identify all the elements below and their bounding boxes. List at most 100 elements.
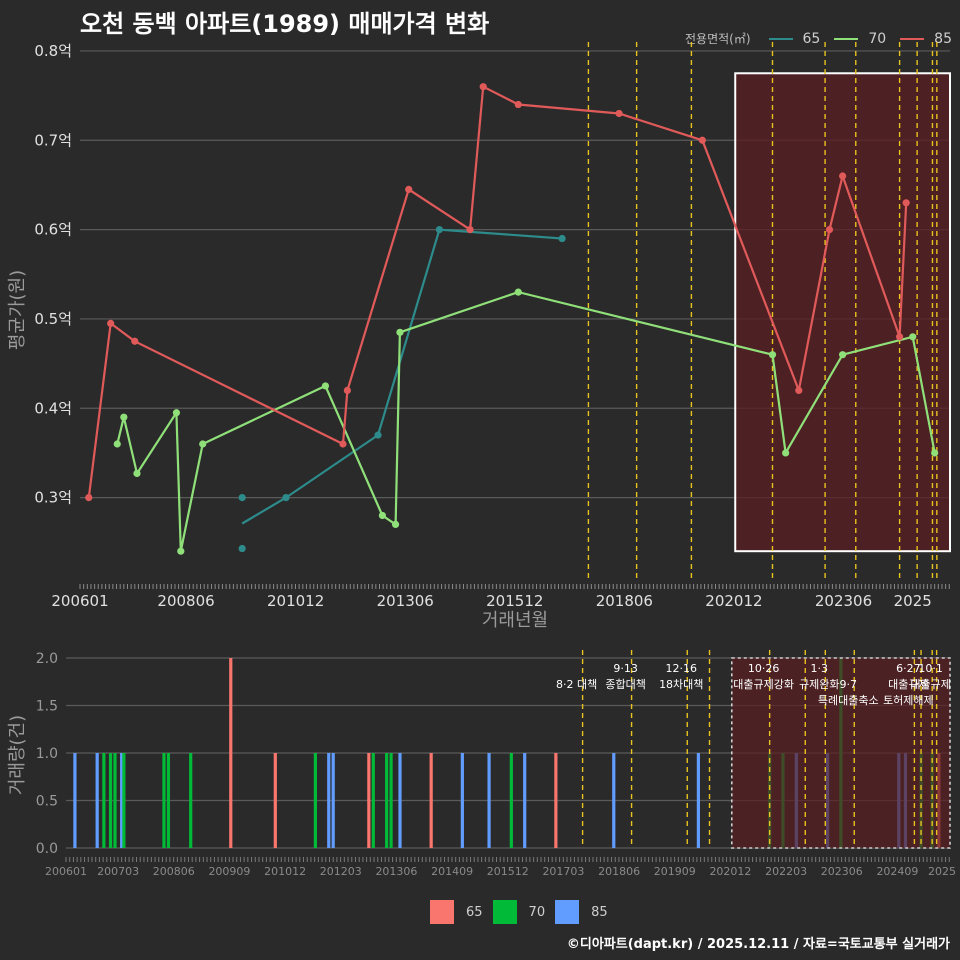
highlight-region-price <box>734 72 952 553</box>
data-point-85 <box>339 440 347 448</box>
volume-bar-70 <box>189 753 193 848</box>
event-label: 9·13 <box>613 662 638 675</box>
data-point-70 <box>172 409 181 417</box>
data-point-65 <box>558 234 566 243</box>
data-point-70 <box>113 440 121 448</box>
legend-swatch-65 <box>768 37 793 40</box>
volume-legend: 65 70 85 <box>420 900 608 924</box>
volume-bar-85 <box>327 753 331 848</box>
x-tick-label-price: 200601 <box>51 592 108 610</box>
event-label: 특례대출축소 <box>818 694 879 707</box>
data-point-70 <box>931 449 939 457</box>
data-point-70 <box>378 511 387 520</box>
data-point-85 <box>343 386 351 394</box>
x-axis-label-price: 거래년월 <box>482 610 548 631</box>
legend-title: 전용면적(㎡) <box>684 32 751 46</box>
data-point-70 <box>120 413 128 421</box>
volume-bar-85 <box>331 753 335 848</box>
volume-bar-70 <box>166 753 171 848</box>
x-tick-label-volume: 201012 <box>264 865 306 878</box>
x-tick-label-volume: 201806 <box>598 865 640 878</box>
volume-legend-label-85: 85 <box>591 904 608 920</box>
y-tick-label-volume: 0.5 <box>36 794 58 810</box>
volume-bar-70 <box>509 753 513 848</box>
series-line-85 <box>87 84 908 498</box>
volume-legend-swatch-85 <box>555 900 580 924</box>
data-point-70 <box>768 351 777 359</box>
volume-bar-70 <box>122 753 126 848</box>
x-tick-label-volume: 201909 <box>654 865 696 878</box>
y-tick-label-price: 0.6억 <box>34 221 72 239</box>
y-tick-label-volume: 2.0 <box>36 651 58 667</box>
data-point-70 <box>391 520 400 529</box>
volume-bar-70 <box>371 753 375 848</box>
x-tick-label-price: 202306 <box>815 592 872 610</box>
highlight-region-volume <box>730 657 951 849</box>
legend-swatch-70 <box>834 37 859 40</box>
volume-bar-85 <box>696 753 700 848</box>
data-point-70 <box>396 328 404 336</box>
y-tick-label-price: 0.7억 <box>34 131 72 149</box>
data-point-70 <box>177 547 185 555</box>
volume-bar-65 <box>367 753 371 848</box>
series-line-70 <box>116 290 936 552</box>
volume-bar-85 <box>398 753 402 848</box>
source-footer: ©디아파트(dapt.kr) / 2025.12.11 / 자료=국토교통부 실… <box>566 937 950 952</box>
event-label: 대출규제 <box>888 678 928 691</box>
volume-bar-70 <box>389 753 393 848</box>
volume-bar-70 <box>162 753 166 848</box>
data-point-65 <box>435 226 443 234</box>
x-tick-label-volume: 200601 <box>45 865 87 878</box>
legend-swatch-85 <box>900 37 925 40</box>
y-tick-label-price: 0.4억 <box>34 399 72 417</box>
volume-bar-65 <box>554 753 558 848</box>
event-label: 대출규제 <box>910 678 950 691</box>
x-tick-label-volume: 202306 <box>821 865 863 878</box>
event-label: 대출규제강화 <box>733 678 794 691</box>
data-point-85 <box>615 109 623 118</box>
x-tick-label-volume: 202012 <box>709 865 751 878</box>
volume-bar-85 <box>120 753 124 848</box>
event-label: 토허제해제 <box>883 693 934 707</box>
volume-legend-swatch-70 <box>492 900 517 924</box>
x-tick-label-price: 201306 <box>377 592 434 610</box>
event-label: 8·2 대책 <box>556 678 597 691</box>
x-tick-label-volume: 201203 <box>320 865 362 878</box>
volume-bar-70 <box>385 753 389 848</box>
volume-bar-65 <box>229 658 233 848</box>
data-point-85 <box>131 337 139 345</box>
volume-bar-85 <box>612 753 616 848</box>
event-label: 12·16 <box>665 662 697 675</box>
data-point-85 <box>902 199 910 207</box>
data-point-85 <box>839 172 847 180</box>
event-label: 18차대책 <box>659 678 703 691</box>
x-tick-label-volume: 202409 <box>876 865 918 878</box>
y-tick-label-volume: 1.5 <box>36 699 58 715</box>
x-tick-label-price: 201012 <box>267 592 324 610</box>
event-label: 10·1 <box>918 662 943 675</box>
x-tick-label-price: 201512 <box>486 592 543 610</box>
y-axis-label-price: 평균가(원) <box>7 270 28 350</box>
x-tick-label-volume: 200806 <box>153 865 195 878</box>
data-point-85 <box>85 494 93 502</box>
y-tick-label-volume: 1.0 <box>36 746 58 762</box>
legend-label-85: 85 <box>934 30 952 47</box>
volume-bar-85 <box>95 753 99 848</box>
volume-bar-70 <box>113 753 117 848</box>
x-tick-label-volume: 201306 <box>375 865 417 878</box>
volume-bar-85 <box>523 753 527 848</box>
x-tick-label-volume: 200909 <box>208 865 250 878</box>
x-tick-label-volume: 2025 <box>928 865 956 878</box>
data-point-65 <box>282 494 290 502</box>
data-point-65 <box>374 431 382 439</box>
data-point-85 <box>514 100 522 109</box>
volume-bar-70 <box>108 753 113 848</box>
data-point-65 <box>238 544 246 553</box>
data-point-85 <box>895 333 904 341</box>
volume-bar-85 <box>487 753 491 848</box>
legend-label-65: 65 <box>802 30 821 47</box>
data-point-85 <box>107 319 115 327</box>
event-label: 6·27 <box>896 662 921 675</box>
data-point-70 <box>839 351 847 359</box>
